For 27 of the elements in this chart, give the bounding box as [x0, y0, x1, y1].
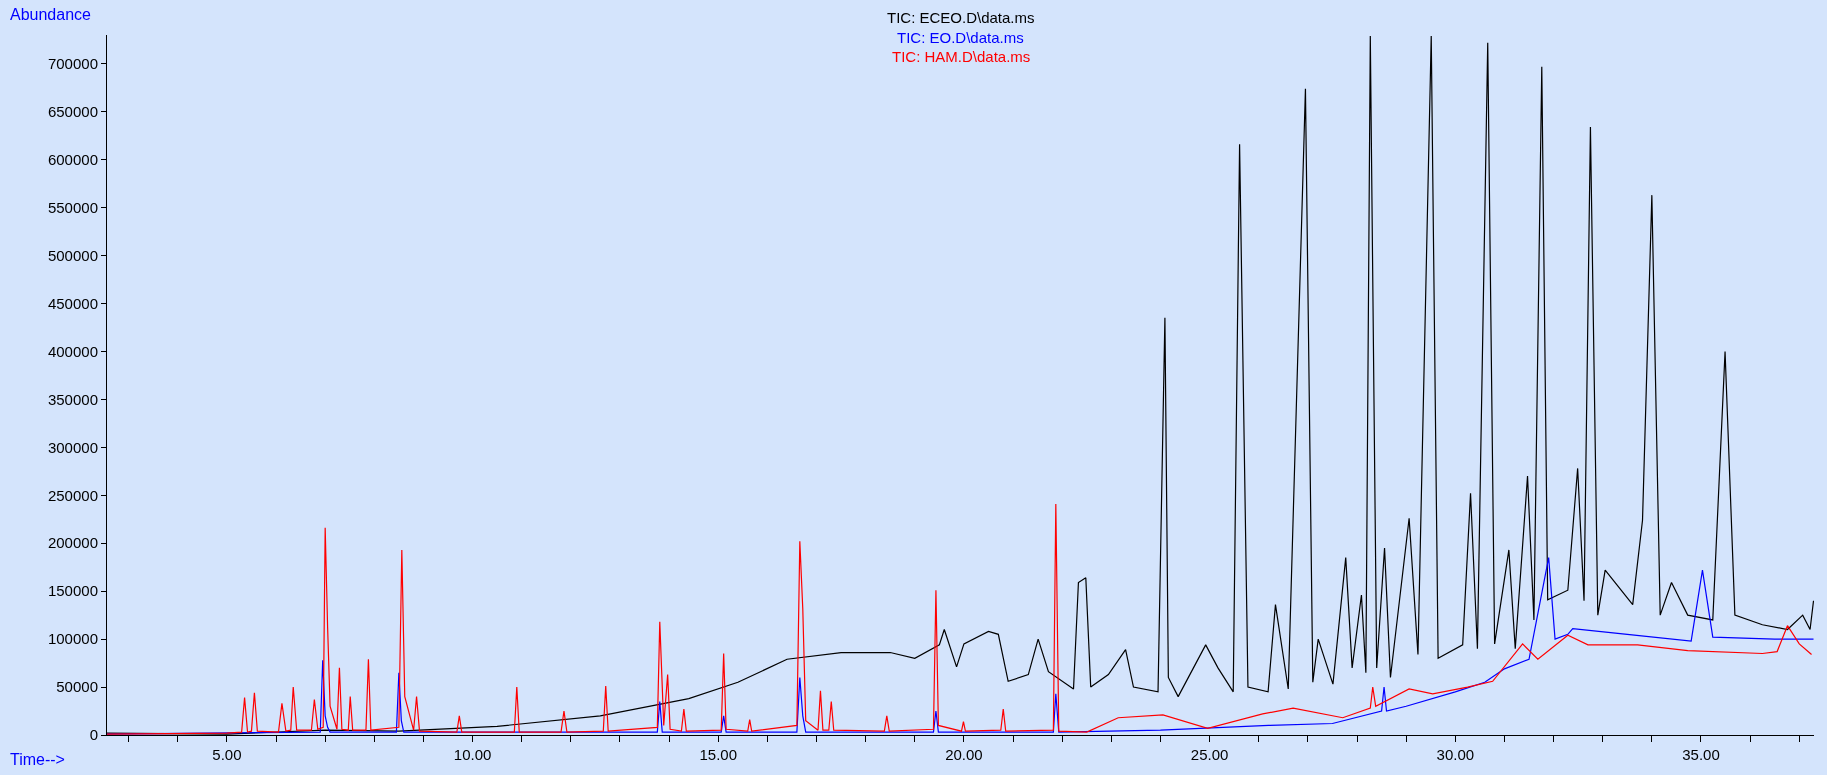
y-tick-label: 500000 — [47, 246, 98, 264]
y-tick-label: 150000 — [47, 582, 98, 600]
y-tick-label: 450000 — [47, 294, 98, 312]
x-tick-label: 35.00 — [1682, 746, 1720, 763]
x-tick-label: 5.00 — [212, 746, 242, 763]
x-tick-label: 25.00 — [1190, 746, 1229, 763]
x-axis-title: Time--> — [10, 751, 65, 768]
y-tick-label: 400000 — [47, 342, 98, 360]
y-tick-label: 100000 — [47, 630, 98, 648]
y-tick-label: 300000 — [47, 438, 98, 456]
y-tick-label: 200000 — [47, 534, 98, 552]
text: TIC: ECEO.D\data.ms — [887, 9, 1035, 26]
y-tick-label: 350000 — [47, 390, 98, 408]
x-tick-label: 10.00 — [453, 746, 492, 763]
y-axis-title: Abundance — [10, 6, 92, 23]
y-tick-label: 0 — [89, 726, 98, 744]
y-tick-label: 600000 — [47, 150, 98, 168]
x-tick-label: 15.00 — [699, 746, 738, 763]
y-tick-label: 250000 — [47, 486, 98, 504]
text: TIC: EO.D\data.ms — [897, 29, 1024, 46]
text: TIC: HAM.D\data.ms — [892, 48, 1031, 65]
y-tick-label: 700000 — [47, 55, 98, 73]
y-tick-label: 650000 — [47, 102, 98, 120]
y-tick-label: 550000 — [47, 198, 98, 216]
x-tick-label: 20.00 — [945, 746, 983, 763]
x-tick-label: 30.00 — [1436, 746, 1475, 763]
y-tick-label: 50000 — [56, 678, 98, 696]
